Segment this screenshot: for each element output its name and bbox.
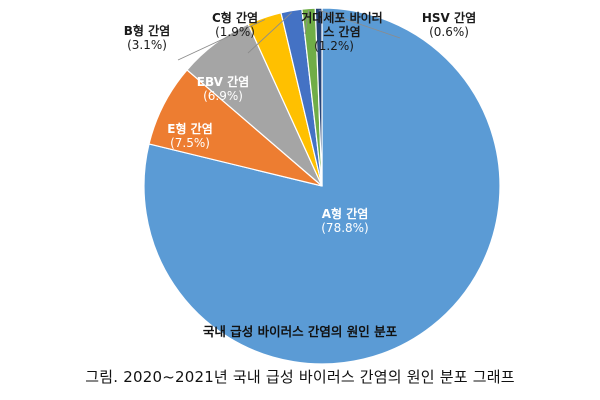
slice-value-label-7: (0.6%) <box>429 25 469 39</box>
slice-label-6: 스 간염 <box>323 24 360 39</box>
leader-line-7 <box>318 9 401 39</box>
slice-value-label-2: (7.5%) <box>170 136 210 150</box>
figure-caption: 그림. 2020~2021년 국내 급성 바이러스 간염의 원인 분포 그래프 <box>85 368 515 386</box>
slice-value-label-4: (3.1%) <box>127 38 167 52</box>
leader-line-5 <box>247 12 293 54</box>
slice-label-4: B형 간염 <box>124 23 170 38</box>
slice-label-3: EBV 간염 <box>197 74 249 89</box>
pie-slices <box>143 7 501 365</box>
slice-value-label-5: (1.9%) <box>215 25 255 39</box>
pie-slice-7 <box>314 7 323 187</box>
slice-label-1: A형 간염 <box>322 206 369 221</box>
slice-value-label-3: (6.9%) <box>203 89 243 103</box>
slice-value-label-6: (1.2%) <box>314 39 354 53</box>
leader-line-4 <box>177 19 266 61</box>
slice-label-7: HSV 간염 <box>422 10 476 25</box>
slice-label-6: 거대세포 바이러 <box>301 10 382 25</box>
slice-label-5: C형 간염 <box>212 10 258 25</box>
chart-title: 국내 급성 바이러스 간염의 원인 분포 <box>202 324 398 339</box>
slice-value-label-1: (78.8%) <box>321 221 368 235</box>
leader-line-6 <box>304 10 310 35</box>
slice-labels: A형 간염(78.8%) E형 간염(7.5%) EBV 간염(6.9%) B형 간염… <box>124 10 476 235</box>
leader-lines <box>177 9 401 61</box>
pie-slice-1 <box>143 7 501 365</box>
slice-label-2: E형 간염 <box>167 121 213 136</box>
